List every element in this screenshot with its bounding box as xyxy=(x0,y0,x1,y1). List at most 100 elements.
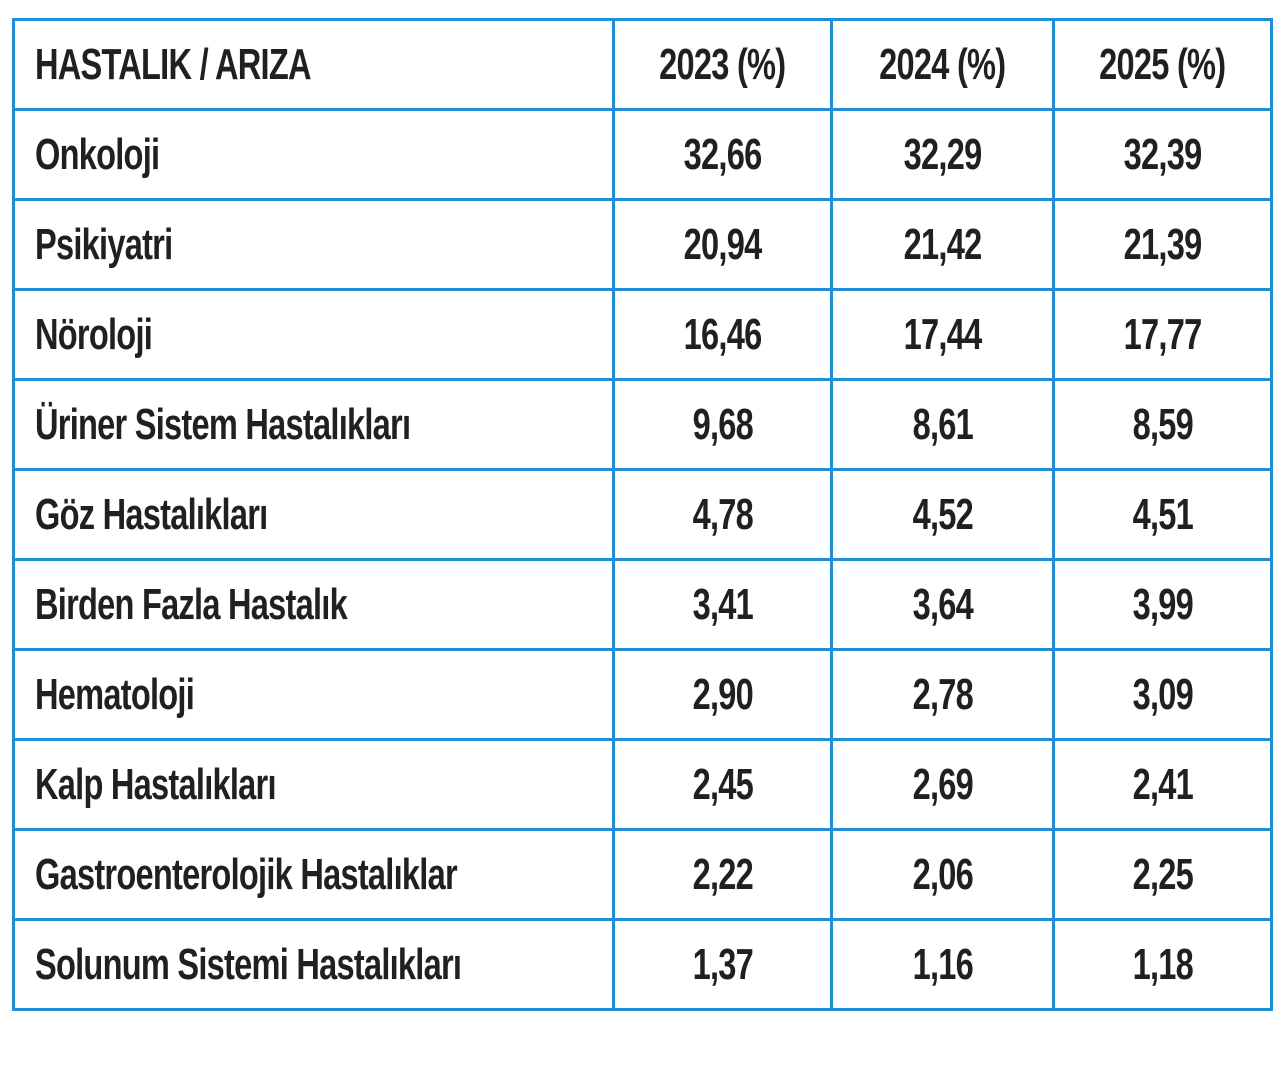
cell-value: 2,45 xyxy=(692,759,753,809)
cell-value: 16,46 xyxy=(683,309,763,359)
value-cell: 16,46 xyxy=(612,288,833,381)
value-cell: 4,52 xyxy=(830,468,1055,561)
cell-value: 3,99 xyxy=(1132,579,1193,629)
cell-value: 17,77 xyxy=(1123,309,1203,359)
row-label-cell: Psikiyatri xyxy=(12,198,615,291)
row-label: Gastroenterolojik Hastalıklar xyxy=(35,849,458,899)
cell-value: 2,78 xyxy=(912,669,973,719)
cell-value: 1,16 xyxy=(912,939,973,989)
cell-value: 2025 (%) xyxy=(1099,39,1226,89)
row-label: Üriner Sistem Hastalıkları xyxy=(35,399,411,449)
value-cell: 20,94 xyxy=(612,198,833,291)
data-row: Nöroloji 16,46 17,44 17,77 xyxy=(12,288,1273,381)
cell-value: 2,22 xyxy=(692,849,753,899)
cell-value: 4,78 xyxy=(692,489,753,539)
value-cell: 17,77 xyxy=(1052,288,1273,381)
data-row: Psikiyatri 20,94 21,42 21,39 xyxy=(12,198,1273,291)
row-label-cell: Üriner Sistem Hastalıkları xyxy=(12,378,615,471)
value-cell: 2,45 xyxy=(612,738,833,831)
value-cell: 2025 (%) xyxy=(1052,18,1273,111)
value-cell: 8,61 xyxy=(830,378,1055,471)
data-row: Solunum Sistemi Hastalıkları 1,37 1,16 1,18 xyxy=(12,918,1273,1011)
cell-value: 21,39 xyxy=(1123,219,1203,269)
value-cell: 17,44 xyxy=(830,288,1055,381)
cell-value: 1,18 xyxy=(1132,939,1193,989)
cell-value: 3,09 xyxy=(1132,669,1193,719)
cell-value: 8,59 xyxy=(1132,399,1193,449)
value-cell: 8,59 xyxy=(1052,378,1273,471)
cell-value: 1,37 xyxy=(692,939,753,989)
value-cell: 3,41 xyxy=(612,558,833,651)
header-row: HASTALIK / ARIZA 2023 (%) 2024 (%) 2025 (%) xyxy=(12,18,1273,111)
cell-value: 3,64 xyxy=(912,579,973,629)
cell-value: 32,39 xyxy=(1123,129,1203,179)
row-label-cell: Solunum Sistemi Hastalıkları xyxy=(12,918,615,1011)
row-label-cell: Nöroloji xyxy=(12,288,615,381)
value-cell: 32,29 xyxy=(830,108,1055,201)
row-label-cell: HASTALIK / ARIZA xyxy=(12,18,615,111)
row-label: Solunum Sistemi Hastalıkları xyxy=(35,939,462,989)
value-cell: 21,39 xyxy=(1052,198,1273,291)
cell-value: 2,25 xyxy=(1132,849,1193,899)
row-label: Kalp Hastalıkları xyxy=(35,759,277,809)
cell-value: 17,44 xyxy=(903,309,983,359)
cell-value: 2024 (%) xyxy=(879,39,1006,89)
value-cell: 2,06 xyxy=(830,828,1055,921)
cell-value: 4,51 xyxy=(1132,489,1193,539)
cell-value: 2023 (%) xyxy=(659,39,786,89)
cell-value: 32,29 xyxy=(903,129,983,179)
value-cell: 2,78 xyxy=(830,648,1055,741)
data-table: HASTALIK / ARIZA 2023 (%) 2024 (%) 2025 (%)… xyxy=(12,18,1273,1011)
value-cell: 2024 (%) xyxy=(830,18,1055,111)
cell-value: 2,06 xyxy=(912,849,973,899)
value-cell: 2,69 xyxy=(830,738,1055,831)
data-row: Üriner Sistem Hastalıkları 9,68 8,61 8,59 xyxy=(12,378,1273,471)
data-row: Hematoloji 2,90 2,78 3,09 xyxy=(12,648,1273,741)
cell-value: 9,68 xyxy=(692,399,753,449)
row-label-cell: Gastroenterolojik Hastalıklar xyxy=(12,828,615,921)
row-label-cell: Hematoloji xyxy=(12,648,615,741)
value-cell: 2,22 xyxy=(612,828,833,921)
row-label: HASTALIK / ARIZA xyxy=(35,39,311,89)
value-cell: 4,51 xyxy=(1052,468,1273,561)
value-cell: 1,18 xyxy=(1052,918,1273,1011)
value-cell: 2,90 xyxy=(612,648,833,741)
data-row: Göz Hastalıkları 4,78 4,52 4,51 xyxy=(12,468,1273,561)
value-cell: 3,09 xyxy=(1052,648,1273,741)
data-row: Kalp Hastalıkları 2,45 2,69 2,41 xyxy=(12,738,1273,831)
cell-value: 20,94 xyxy=(683,219,763,269)
cell-value: 2,41 xyxy=(1132,759,1193,809)
cell-value: 2,90 xyxy=(692,669,753,719)
cell-value: 4,52 xyxy=(912,489,973,539)
row-label: Nöroloji xyxy=(35,309,153,359)
cell-value: 2,69 xyxy=(912,759,973,809)
value-cell: 1,16 xyxy=(830,918,1055,1011)
cell-value: 3,41 xyxy=(692,579,753,629)
value-cell: 2,41 xyxy=(1052,738,1273,831)
value-cell: 32,39 xyxy=(1052,108,1273,201)
row-label-cell: Birden Fazla Hastalık xyxy=(12,558,615,651)
cell-value: 32,66 xyxy=(683,129,763,179)
value-cell: 4,78 xyxy=(612,468,833,561)
value-cell: 32,66 xyxy=(612,108,833,201)
data-row: Birden Fazla Hastalık 3,41 3,64 3,99 xyxy=(12,558,1273,651)
value-cell: 1,37 xyxy=(612,918,833,1011)
row-label: Birden Fazla Hastalık xyxy=(35,579,348,629)
data-row: Onkoloji 32,66 32,29 32,39 xyxy=(12,108,1273,201)
value-cell: 9,68 xyxy=(612,378,833,471)
cell-value: 8,61 xyxy=(912,399,973,449)
value-cell: 3,64 xyxy=(830,558,1055,651)
value-cell: 21,42 xyxy=(830,198,1055,291)
data-row: Gastroenterolojik Hastalıklar 2,22 2,06 2,2… xyxy=(12,828,1273,921)
row-label-cell: Kalp Hastalıkları xyxy=(12,738,615,831)
table-container: HASTALIK / ARIZA 2023 (%) 2024 (%) 2025 (%)… xyxy=(12,18,1273,1011)
value-cell: 2023 (%) xyxy=(612,18,833,111)
value-cell: 2,25 xyxy=(1052,828,1273,921)
row-label: Psikiyatri xyxy=(35,219,173,269)
row-label: Göz Hastalıkları xyxy=(35,489,268,539)
row-label: Hematoloji xyxy=(35,669,195,719)
row-label-cell: Onkoloji xyxy=(12,108,615,201)
row-label: Onkoloji xyxy=(35,129,160,179)
value-cell: 3,99 xyxy=(1052,558,1273,651)
cell-value: 21,42 xyxy=(903,219,983,269)
